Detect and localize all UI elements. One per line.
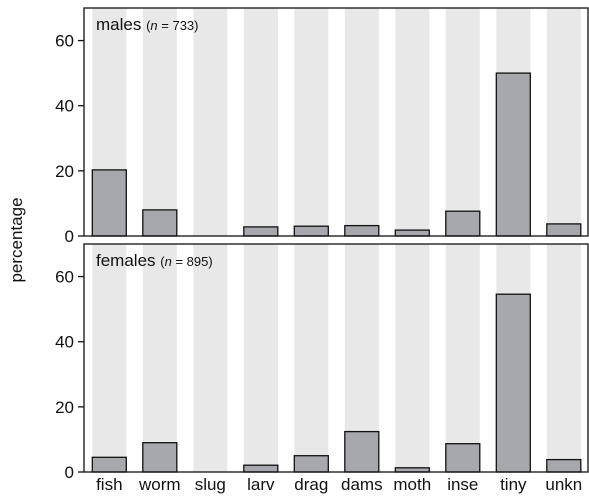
category-band: [92, 244, 127, 472]
category-band: [142, 8, 177, 236]
y-tick-label: 40: [55, 333, 74, 352]
bar-males-inse: [445, 210, 481, 237]
category-band: [395, 244, 430, 472]
bar-females-larv: [243, 464, 279, 473]
category-label-dams: dams: [341, 475, 383, 494]
y-tick-label: 0: [65, 463, 74, 482]
bar-females-inse: [445, 443, 481, 473]
bar-females-dams: [344, 430, 380, 473]
y-tick-label: 60: [55, 32, 74, 51]
category-band: [395, 8, 430, 236]
bar-males-dams: [344, 224, 380, 237]
category-label-unkn: unkn: [545, 475, 582, 494]
y-tick-label: 40: [55, 97, 74, 116]
category-label-inse: inse: [447, 475, 478, 494]
category-band: [193, 8, 228, 236]
bar-females-tiny: [495, 293, 531, 473]
category-band: [445, 244, 480, 472]
category-label-fish: fish: [96, 475, 122, 494]
bar-females-fish: [91, 456, 127, 473]
category-band: [243, 244, 278, 472]
panel-frame-males: [83, 7, 589, 237]
bar-females-unkn: [546, 458, 582, 473]
bar-females-worm: [142, 442, 178, 473]
bar-males-larv: [243, 226, 279, 237]
category-band: [243, 8, 278, 236]
y-ticks: 0 20 40 60 0 20 40 60: [55, 32, 84, 482]
panel-titles: males (n = 733) females (n = 895): [96, 15, 213, 270]
category-label-larv: larv: [247, 475, 275, 494]
panel-frames: [83, 7, 589, 473]
category-band: [344, 8, 379, 236]
category-band: [193, 244, 228, 472]
category-band: [546, 8, 581, 236]
category-band: [294, 244, 329, 472]
y-tick-label: 20: [55, 162, 74, 181]
category-label-tiny: tiny: [500, 475, 527, 494]
category-band: [546, 244, 581, 472]
category-band: [142, 244, 177, 472]
panel-title-females: females (n = 895): [96, 251, 213, 270]
y-tick-label: 20: [55, 398, 74, 417]
y-tick-label: 0: [65, 227, 74, 246]
bar-males-unkn: [546, 223, 582, 237]
bar-males-drag: [293, 225, 329, 237]
bar-males-tiny: [495, 72, 531, 237]
bar-males-moth: [394, 229, 430, 237]
y-axis-label: percentage: [7, 197, 26, 282]
bar-males-worm: [142, 209, 178, 237]
category-band: [445, 8, 480, 236]
category-label-drag: drag: [294, 475, 328, 494]
bar-males-fish: [91, 169, 127, 237]
category-labels: fish worm slug larv drag dams moth inse tiny unkn: [96, 475, 582, 494]
category-label-slug: slug: [195, 475, 226, 494]
panel-frame-females: [83, 243, 589, 473]
panel-title-males: males (n = 733): [96, 15, 199, 34]
bar-females-drag: [293, 455, 329, 473]
y-tick-label: 60: [55, 268, 74, 287]
category-band: [294, 8, 329, 236]
category-label-worm: worm: [138, 475, 181, 494]
category-label-moth: moth: [393, 475, 431, 494]
